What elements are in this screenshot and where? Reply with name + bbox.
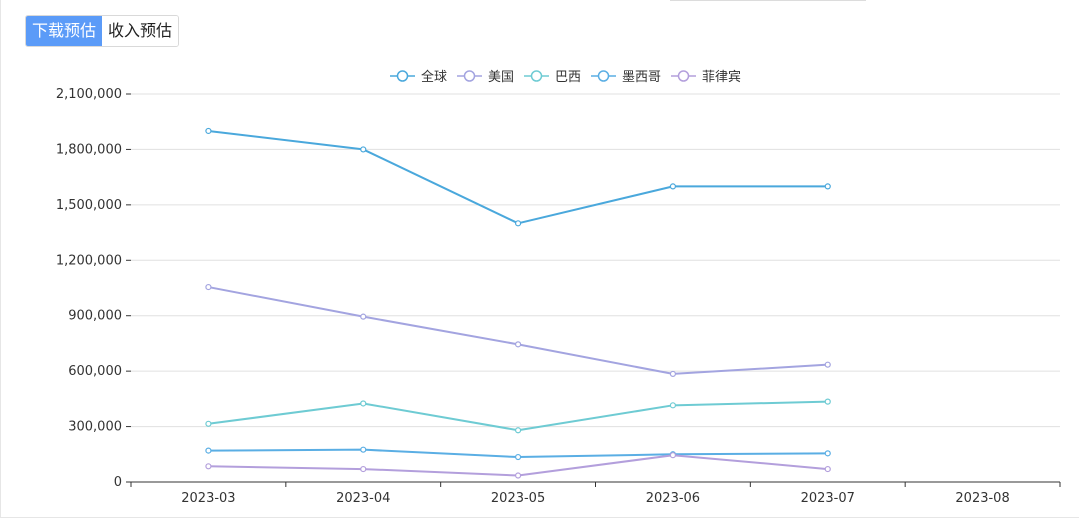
data-point bbox=[360, 446, 367, 453]
tab-group: 下载预估 收入预估 bbox=[25, 15, 180, 47]
data-point bbox=[669, 402, 677, 409]
y-tick-label: 600,000 bbox=[68, 364, 122, 379]
legend-label: 美国 bbox=[488, 70, 514, 85]
top-divider bbox=[670, 0, 866, 1]
data-point bbox=[360, 313, 367, 320]
x-tick-label: 2023-04 bbox=[336, 491, 390, 506]
data-point bbox=[824, 450, 831, 457]
data-point bbox=[824, 361, 831, 368]
data-point bbox=[205, 127, 212, 135]
y-tick-label: 1,200,000 bbox=[56, 253, 122, 268]
data-point bbox=[205, 463, 212, 470]
legend-label: 全球 bbox=[421, 69, 447, 85]
legend-circle-icon bbox=[396, 70, 409, 82]
data-point bbox=[514, 427, 522, 434]
x-tick-label: 2023-07 bbox=[801, 491, 855, 506]
x-tick-label: 2023-03 bbox=[181, 491, 235, 506]
data-point bbox=[205, 420, 212, 427]
y-tick-label: 900,000 bbox=[68, 309, 122, 324]
legend-circle-icon bbox=[530, 70, 543, 82]
y-tick-label: 300,000 bbox=[68, 420, 122, 435]
tab-revenue-estimate[interactable]: 收入预估 bbox=[102, 16, 179, 46]
series-line bbox=[208, 129, 828, 225]
x-tick-label: 2023-05 bbox=[491, 491, 545, 506]
series-line bbox=[208, 400, 828, 432]
legend-circle-icon bbox=[677, 70, 690, 82]
x-tick-label: 2023-06 bbox=[646, 491, 700, 506]
data-point bbox=[205, 447, 212, 454]
series-line bbox=[208, 286, 828, 375]
data-point bbox=[514, 472, 522, 479]
legend-label: 巴西 bbox=[555, 70, 581, 85]
data-point bbox=[360, 146, 367, 153]
data-point bbox=[514, 220, 522, 227]
data-point bbox=[360, 465, 367, 473]
data-point bbox=[824, 465, 831, 473]
data-point bbox=[669, 370, 677, 378]
legend-circle-icon bbox=[463, 70, 476, 82]
data-point bbox=[824, 183, 831, 190]
x-tick-label: 2023-08 bbox=[955, 491, 1009, 506]
data-point bbox=[669, 183, 677, 190]
y-tick-label: 1,500,000 bbox=[56, 198, 122, 213]
data-point bbox=[205, 283, 212, 291]
data-point bbox=[824, 398, 831, 405]
tab-download-estimate[interactable]: 下载预估 bbox=[26, 16, 103, 46]
y-tick-label: 1,800,000 bbox=[56, 142, 122, 157]
data-point bbox=[514, 341, 522, 348]
legend-label: 菲律宾 bbox=[702, 69, 741, 85]
y-tick-label: 2,100,000 bbox=[56, 87, 122, 102]
data-point bbox=[360, 400, 367, 407]
legend-circle-icon bbox=[597, 70, 610, 82]
data-point bbox=[514, 453, 522, 461]
legend-label: 墨西哥 bbox=[622, 70, 661, 85]
data-point bbox=[669, 452, 677, 459]
y-tick-label: 0 bbox=[114, 475, 122, 490]
